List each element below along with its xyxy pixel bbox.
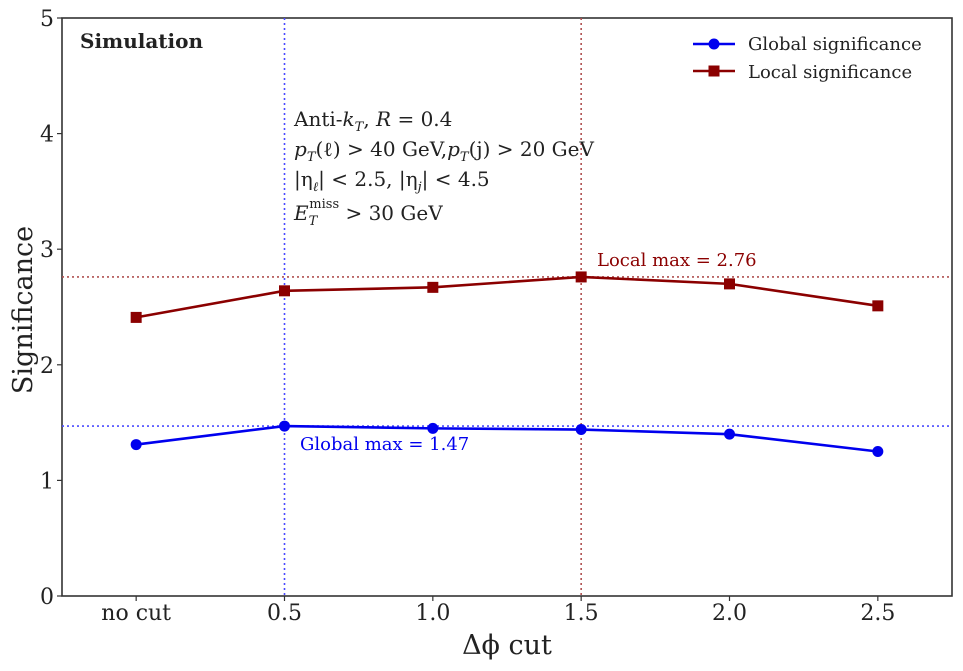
x-tick-label-2: 1.0	[415, 601, 450, 626]
y-tick-label-0: 0	[40, 585, 54, 610]
series-line-1	[135, 275, 879, 319]
global-max-label: Global max = 1.47	[300, 434, 469, 455]
cut-line-jet-algorithm: Anti-kT, R = 0.4	[293, 107, 452, 135]
y-tick-label-5: 5	[40, 7, 54, 32]
y-tick-label-1: 1	[40, 469, 54, 494]
cut-line-met: ETmiss > 30 GeV	[293, 197, 443, 229]
local-max-label: Local max = 2.76	[597, 250, 757, 271]
legend-local-label: Local significance	[748, 62, 912, 83]
x-tick-label-3: 1.5	[564, 601, 599, 626]
data-point-global-0	[130, 439, 142, 451]
y-axis-label: Significance	[8, 226, 39, 394]
y-tick-label-4: 4	[40, 123, 54, 148]
x-tick-label-4: 2.0	[712, 601, 747, 626]
legend-global-label: Global significance	[748, 34, 922, 55]
cut-line-eta: |ηℓ| < 2.5, |ηj| < 4.5	[294, 167, 490, 195]
y-tick-label-3: 3	[40, 238, 54, 263]
data-point-local-5	[872, 300, 884, 312]
x-tick-label-5: 2.5	[860, 601, 895, 626]
legend: Global significance Local significance	[693, 34, 922, 83]
data-point-global-4	[724, 428, 735, 440]
x-tick-label-1: 0.5	[267, 601, 302, 626]
x-axis-label: Δϕ cut	[462, 630, 552, 661]
cuts-annotation: Anti-kT, R = 0.4 pT(ℓ) > 40 GeV,pT(j) > …	[293, 107, 594, 229]
data-point-global-2	[427, 422, 439, 434]
data-point-global-1	[279, 420, 290, 432]
data-point-global-5	[872, 446, 884, 457]
y-tick-label-2: 2	[40, 354, 54, 379]
data-point-local-3	[575, 271, 587, 283]
data-point-local-1	[279, 285, 290, 297]
legend-global-marker	[708, 38, 720, 50]
legend-local-marker	[708, 65, 720, 77]
plot-frame	[61, 17, 953, 597]
x-tick-label-0: no cut	[101, 601, 171, 626]
data-point-global-3	[575, 424, 587, 436]
cut-line-pt: pT(ℓ) > 40 GeV,pT(j) > 20 GeV	[294, 137, 594, 165]
series-line-0	[136, 424, 878, 453]
data-point-local-2	[427, 281, 439, 293]
data-point-local-0	[130, 311, 142, 323]
data-point-local-4	[724, 278, 735, 290]
simulation-label: Simulation	[80, 29, 203, 53]
